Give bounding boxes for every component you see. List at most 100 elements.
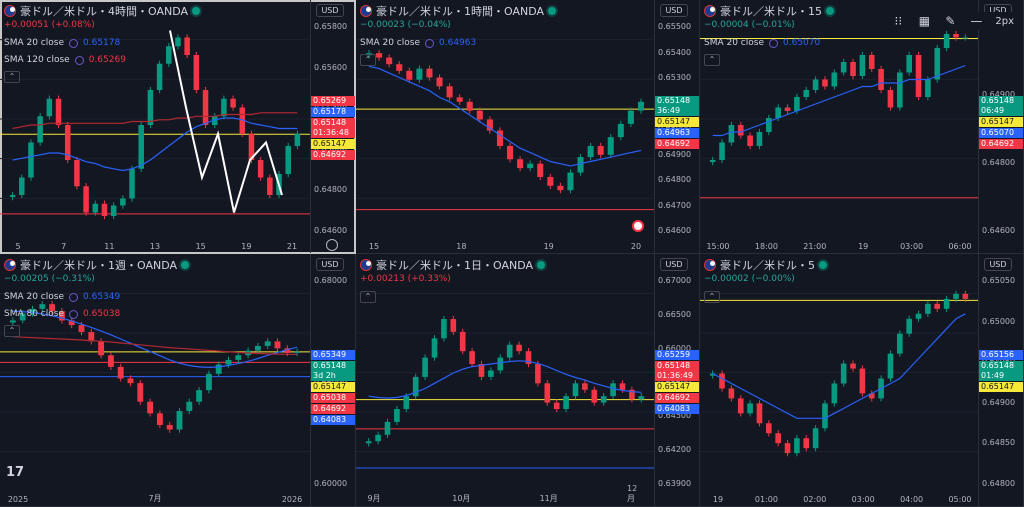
currency-select[interactable]: USD [316, 258, 344, 271]
candle-body [527, 163, 534, 169]
indicator-row[interactable]: SMA 20 close 0.64963 [360, 37, 556, 49]
candle-body [962, 37, 969, 39]
indicator-settings-icon[interactable] [425, 38, 434, 48]
price-chart[interactable] [356, 254, 654, 491]
price-axis[interactable]: 0.650500.650000.649500.649000.648500.648… [978, 254, 1023, 506]
candle-body [747, 403, 753, 414]
currency-select[interactable]: USD [984, 258, 1012, 271]
price-label-value: 0.65269 [313, 96, 347, 105]
candle-body [535, 364, 541, 384]
candle-body [166, 46, 172, 64]
auto-scale-icon[interactable] [326, 239, 338, 251]
time-axis[interactable]: 19 01:00 02:00 03:00 04:00 05:00 [700, 492, 978, 506]
price-tick: 0.64800 [982, 158, 1016, 167]
candle-body [166, 424, 173, 430]
dots-icon[interactable]: ⁝⁝ [894, 14, 903, 28]
price-label-value: 0.65038 [313, 393, 347, 402]
indicator-value: 0.65178 [83, 38, 121, 48]
candle-body [39, 304, 46, 309]
price-label: 0.65148 06:49 [979, 96, 1023, 116]
time-axis[interactable]: 5 7 11 13 15 19 21 [0, 239, 310, 253]
candle-body [156, 63, 163, 90]
chart-panel-5[interactable]: 豪ドル／米ドル・1日・OANDA +0.00213 (+0.33%) ⌃ 0.6700… [356, 254, 700, 507]
line-width-label[interactable]: 2px [995, 15, 1014, 27]
collapse-legend-button[interactable]: ⌃ [4, 71, 20, 83]
price-label-value: 0.65349 [313, 350, 347, 359]
candle-body [925, 79, 931, 97]
time-axis[interactable]: 15:00 18:00 21:00 19 03:00 06:00 [700, 239, 978, 253]
price-chart[interactable] [700, 254, 978, 491]
collapse-legend-button[interactable]: ⌃ [704, 291, 720, 303]
price-chart[interactable] [700, 0, 978, 238]
candle-body [396, 64, 403, 71]
price-chart[interactable] [0, 0, 310, 238]
candle-body [887, 90, 894, 108]
price-label: 0.65148 01:36:48 [311, 118, 355, 138]
indicator-settings-icon[interactable] [769, 38, 778, 48]
price-tick: 0.64600 [982, 226, 1016, 235]
indicator-row[interactable]: SMA 80 close 0.65038 [4, 308, 189, 320]
price-chart[interactable] [0, 254, 310, 491]
currency-select[interactable]: USD [660, 258, 688, 271]
user-drawn-path[interactable] [169, 30, 283, 213]
price-label: 0.65178 [311, 107, 355, 117]
chart-panel-2[interactable]: 豪ドル／米ドル・1時間・OANDA −0.00023 (−0.04%) SMA 20… [356, 0, 700, 254]
price-axis[interactable]: 0.650000.649000.648000.646000.6514806:49… [978, 0, 1023, 253]
chart-title[interactable]: 豪ドル／米ドル・5 [720, 259, 815, 272]
candle-body [127, 378, 134, 384]
price-axis[interactable]: 0.655000.654000.653000.652000.650000.649… [654, 0, 699, 253]
indicator-settings-icon[interactable] [69, 292, 78, 302]
collapse-legend-button[interactable]: ⌃ [360, 54, 376, 66]
chart-title[interactable]: 豪ドル／米ドル・1週・OANDA [20, 259, 178, 272]
sma20-line [712, 313, 966, 419]
tradingview-logo-icon[interactable]: 17 [6, 465, 25, 480]
indicator-settings-icon[interactable] [69, 38, 78, 48]
bar-countdown: 01:36:48 [313, 128, 349, 137]
chart-title[interactable]: 豪ドル／米ドル・4時間・OANDA [20, 5, 189, 18]
candle-body [637, 101, 644, 111]
chart-panel-6[interactable]: 豪ドル／米ドル・5 −0.00002 (−0.00%) ⌃ 0.65050 0.6500… [700, 254, 1024, 507]
indicator-row[interactable]: SMA 20 close 0.65178 [4, 37, 200, 49]
chart-title[interactable]: 豪ドル／米ドル・1日・OANDA [376, 259, 534, 272]
sma20-line [712, 64, 966, 137]
candle-body [147, 401, 154, 414]
line-width-icon[interactable]: — [970, 14, 983, 28]
price-axis[interactable]: 0.670000.665000.660000.656000.645000.642… [654, 254, 699, 506]
collapse-legend-button[interactable]: ⌃ [360, 291, 376, 303]
candle-body [906, 318, 912, 334]
collapse-legend-button[interactable]: ⌃ [4, 325, 20, 337]
chart-panel-3[interactable]: 豪ドル／米ドル・15 −0.00004 (−0.01%) SMA 20 close 0… [700, 0, 1024, 254]
chart-panel-4[interactable]: 豪ドル／米ドル・1週・OANDA −0.00205 (−0.31%) SMA 20 … [0, 254, 356, 507]
indicator-row[interactable]: SMA 20 close 0.65070 [704, 37, 834, 49]
pencil-icon[interactable]: ✎ [945, 14, 956, 28]
candle-body [925, 303, 931, 314]
price-label: 0.65147 [979, 117, 1023, 127]
time-axis[interactable]: 9月 10月 11月 12月 [356, 484, 654, 506]
candle-body [58, 311, 65, 321]
time-tick: 19 [241, 242, 252, 251]
price-axis[interactable]: 0.658000.656000.654000.650000.648000.646… [310, 0, 355, 253]
currency-select[interactable]: USD [316, 4, 344, 17]
collapse-legend-button[interactable]: ⌃ [704, 54, 720, 66]
candle-body [547, 176, 554, 186]
layout-icon[interactable]: ▦ [918, 14, 931, 28]
candle-body [294, 351, 301, 353]
time-axis[interactable]: 2025 7月 2026 [0, 492, 310, 506]
candle-body [92, 203, 99, 213]
time-axis[interactable]: 15 18 19 20 [356, 239, 654, 253]
economic-event-icon[interactable] [632, 220, 644, 232]
indicator-row[interactable]: SMA 20 close 0.65349 [4, 291, 189, 303]
indicator-settings-icon[interactable] [69, 309, 78, 319]
chart-header: 豪ドル／米ドル・4時間・OANDA +0.00051 (+0.08%) SMA 20… [4, 4, 201, 83]
candle-body [117, 366, 124, 379]
chart-title[interactable]: 豪ドル／米ドル・1時間・OANDA [376, 5, 545, 18]
indicator-settings-icon[interactable] [74, 55, 84, 65]
price-label-value: 0.64692 [657, 139, 691, 148]
price-chart[interactable] [356, 0, 654, 238]
chart-panel-1[interactable]: 豪ドル／米ドル・4時間・OANDA +0.00051 (+0.08%) SMA 20… [0, 0, 356, 254]
currency-select[interactable]: USD [660, 4, 688, 17]
indicator-row[interactable]: SMA 120 close 0.65269 [4, 54, 200, 66]
price-label: 0.64692 [655, 393, 699, 403]
chart-title[interactable]: 豪ドル／米ドル・15 [720, 5, 822, 18]
